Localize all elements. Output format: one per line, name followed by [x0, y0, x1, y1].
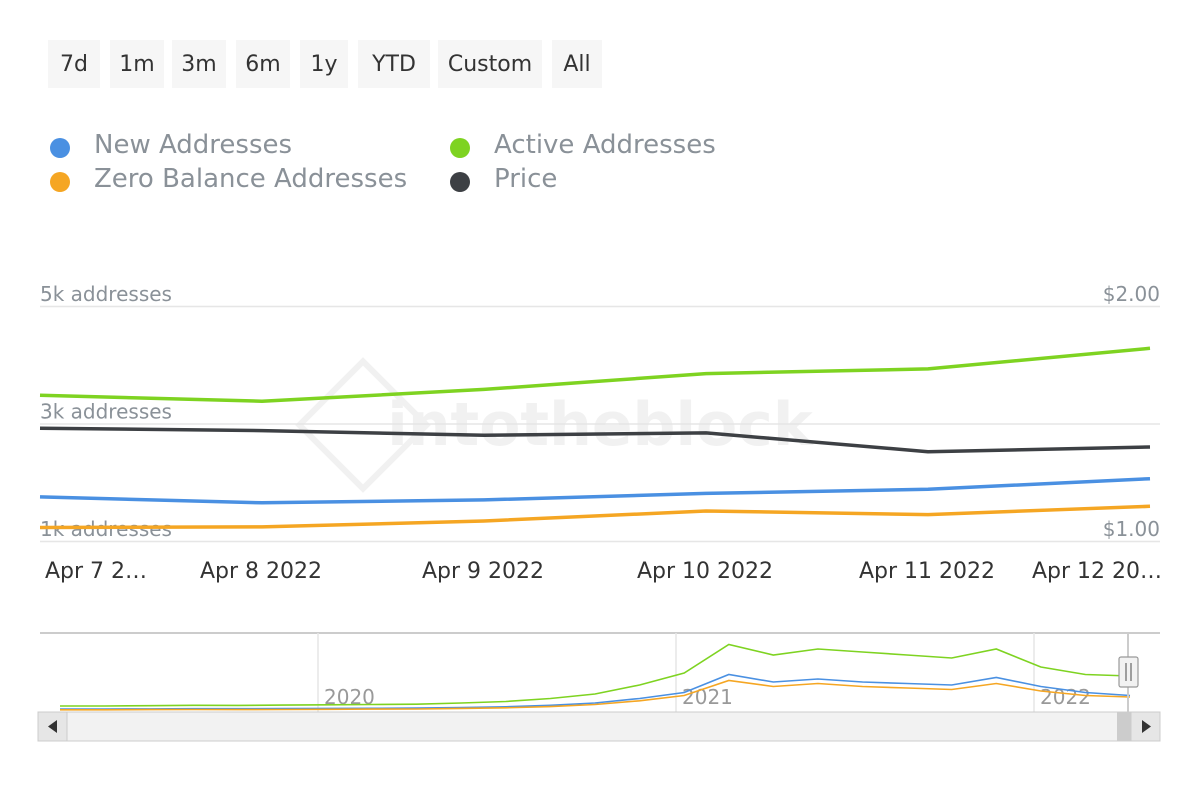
x-tick-label: Apr 8 2022 [200, 559, 322, 584]
chevron-right-icon [1142, 720, 1151, 733]
x-tick-label: Apr 7 2… [45, 559, 147, 584]
series-active-addresses-line[interactable] [39, 346, 1151, 403]
legend-marker [50, 138, 70, 158]
legend-marker [450, 172, 470, 192]
legend-label: Price [494, 164, 558, 194]
y-left-tick-label: 3k addresses [40, 400, 172, 424]
y-right-tick-label: $1.00 [1103, 517, 1160, 541]
navigator-year-label: 2021 [682, 685, 733, 709]
range-all-button[interactable]: All [552, 40, 602, 88]
series-price-line[interactable] [39, 426, 1151, 454]
scrollbar-left-button[interactable] [37, 711, 68, 742]
legend-label: New Addresses [94, 130, 293, 160]
y-right-tick-label: $2.00 [1103, 282, 1160, 306]
range-6m-button[interactable]: 6m [236, 40, 290, 88]
navigator-year-label: 2022 [1040, 685, 1091, 709]
range-1m-button[interactable]: 1m [110, 40, 164, 88]
y-left-tick-label: 5k addresses [40, 282, 172, 306]
range-1y-button[interactable]: 1y [300, 40, 348, 88]
x-tick-label: Apr 10 2022 [637, 559, 773, 584]
navigator-active-line [60, 643, 1131, 707]
scrollbar-thumb[interactable] [1117, 712, 1131, 741]
legend-label: Active Addresses [494, 130, 716, 160]
chevron-left-icon [48, 720, 57, 733]
range-ytd-button[interactable]: YTD [358, 40, 430, 88]
range-3m-button[interactable]: 3m [172, 40, 226, 88]
navigator-new-line [60, 673, 1131, 710]
legend-marker [50, 172, 70, 192]
x-tick-label: Apr 12 20… [1032, 559, 1162, 584]
x-tick-label: Apr 9 2022 [422, 559, 544, 584]
range-custom-button[interactable]: Custom [438, 40, 542, 88]
x-tick-label: Apr 11 2022 [859, 559, 995, 584]
legend-label: Zero Balance Addresses [94, 164, 408, 194]
watermark: intotheblock [387, 390, 815, 460]
series-new-addresses-line[interactable] [39, 476, 1151, 505]
navigator-zero-balance-line [60, 679, 1131, 711]
series-zero-balance-line[interactable] [39, 504, 1151, 530]
legend-marker [450, 138, 470, 158]
scrollbar-track[interactable] [37, 711, 1161, 742]
navigator-handle[interactable] [1118, 656, 1139, 688]
range-7d-button[interactable]: 7d [48, 40, 100, 88]
